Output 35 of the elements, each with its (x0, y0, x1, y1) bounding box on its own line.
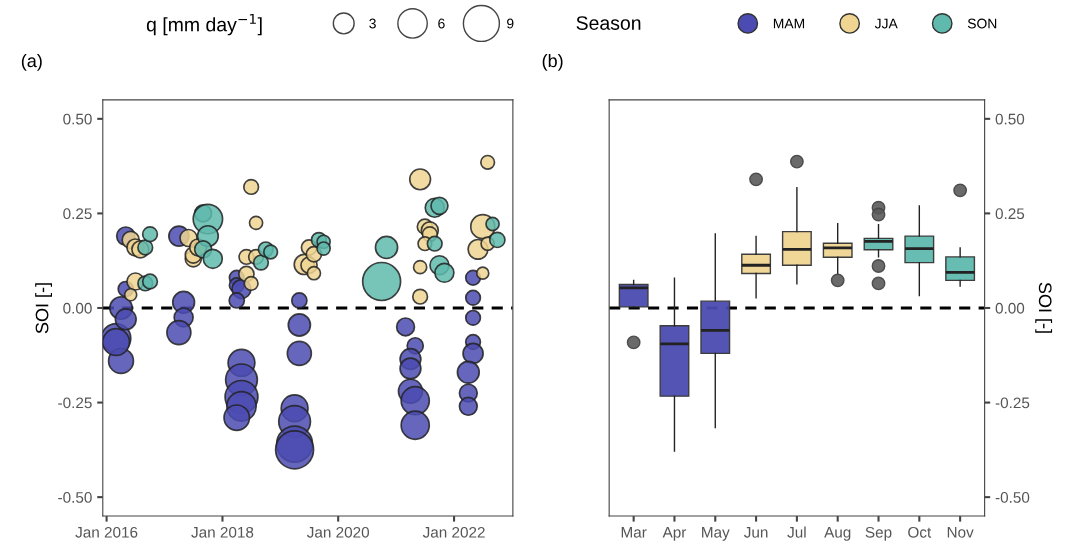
y-axis-title: SOI [-] (35, 283, 52, 334)
x-tick-label: Oct (908, 526, 932, 538)
text: q [mm day$^{−1}$] (146, 13, 262, 36)
chart-title: (a) (21, 53, 42, 71)
y-tick-label: -0.25 (995, 397, 1030, 409)
x-tick-label: May (702, 527, 730, 541)
y-tick-label: 0.50 (995, 113, 1025, 125)
x-tick-label: Aug (824, 527, 851, 541)
y-tick-label: 0.00 (995, 302, 1025, 314)
x-tick-label: Jun (744, 527, 768, 538)
y-tick-label: 0.25 (995, 208, 1025, 220)
x-tick-label: Jul (787, 526, 806, 538)
legend-label: 9 (507, 18, 514, 29)
x-tick-label: Sep (865, 526, 892, 541)
y-tick-label: 0.50 (63, 113, 92, 125)
legend-label: JJA (874, 18, 898, 29)
y-tick-label: -0.25 (58, 397, 92, 409)
legend-label: MAM (773, 18, 805, 29)
x-tick-label: Apr (662, 527, 687, 541)
chart-title: (b) (542, 53, 563, 71)
x-tick-label: Jan 2016 (75, 526, 138, 538)
y-tick-label: 0.00 (63, 302, 92, 314)
x-tick-label: Jan 2022 (422, 526, 485, 538)
x-tick-label: Nov (947, 527, 974, 538)
legend-label: SON (967, 18, 997, 29)
y-tick-label: -0.50 (58, 492, 92, 503)
x-tick-label: Jan 2018 (191, 526, 254, 538)
x-tick-label: Mar (621, 527, 647, 538)
x-tick-label: Jan 2020 (306, 526, 370, 538)
y-tick-label: -0.50 (995, 492, 1030, 503)
y-tick-label: 0.25 (63, 208, 92, 220)
legend-label: 3 (369, 18, 376, 29)
legend-label: 6 (438, 18, 445, 29)
y-axis-title: SOI [-] (1035, 282, 1053, 333)
text: Season (576, 16, 641, 30)
